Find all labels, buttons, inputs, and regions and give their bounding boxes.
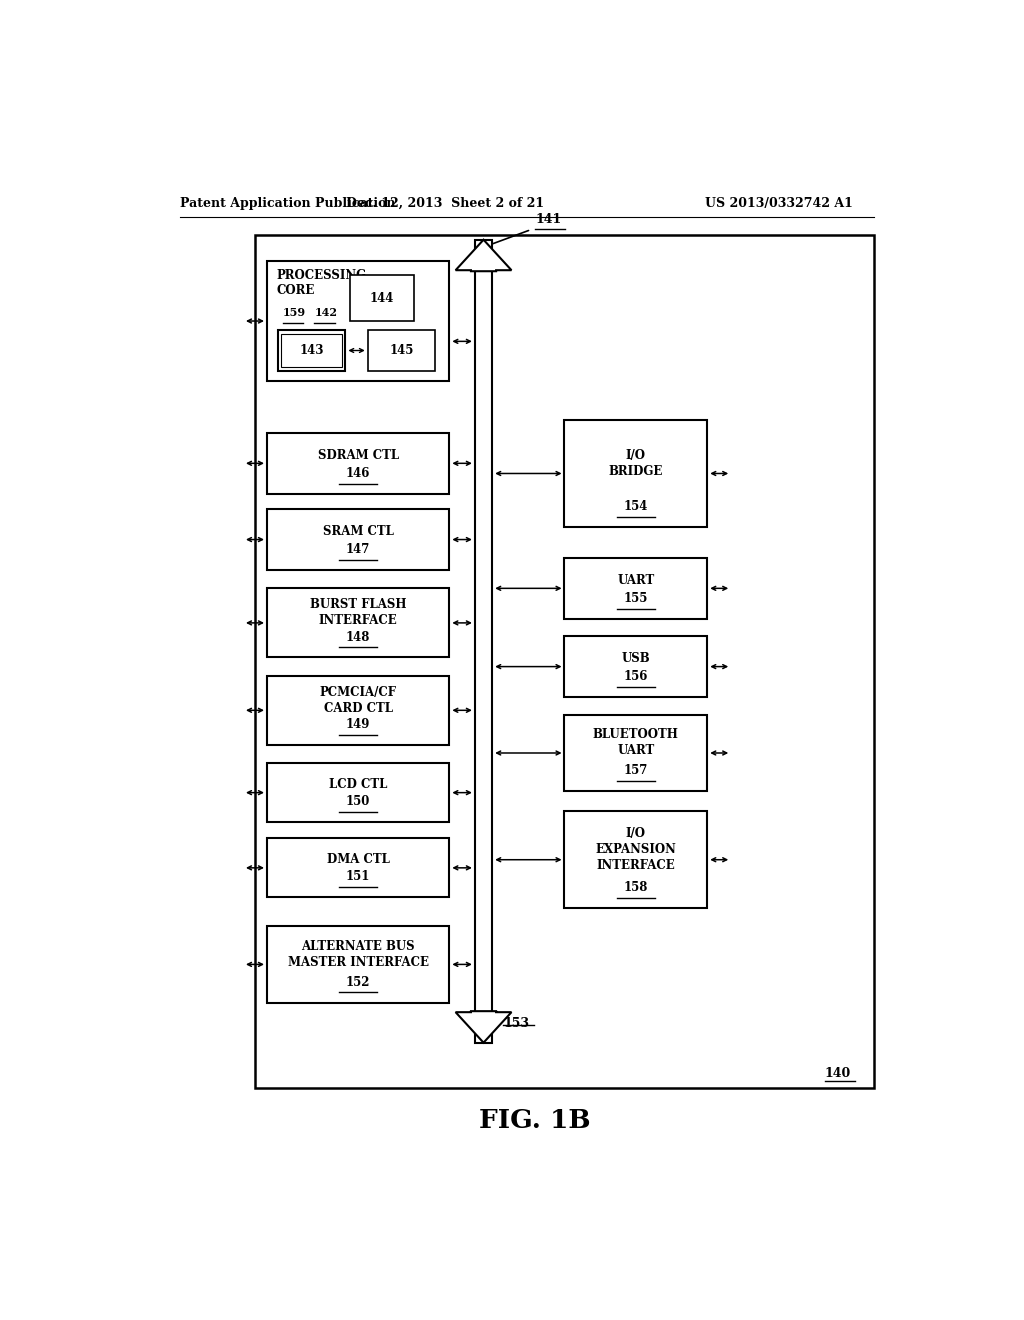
Text: 150: 150 (346, 795, 371, 808)
Text: 149: 149 (346, 718, 371, 731)
Text: PROCESSING
CORE: PROCESSING CORE (276, 269, 367, 297)
Text: 141: 141 (536, 214, 561, 227)
Bar (564, 715, 708, 791)
Text: 154: 154 (624, 500, 648, 513)
Text: SRAM CTL: SRAM CTL (323, 525, 393, 539)
Bar (267, 763, 450, 822)
Bar (278, 330, 345, 371)
Bar (475, 240, 493, 1043)
Text: 158: 158 (624, 882, 648, 894)
Text: 148: 148 (346, 631, 371, 644)
Text: 147: 147 (346, 544, 371, 556)
Text: SDRAM CTL: SDRAM CTL (317, 449, 398, 462)
Bar (267, 927, 450, 1002)
Text: 152: 152 (346, 975, 371, 989)
Polygon shape (456, 240, 511, 271)
Bar (267, 261, 450, 381)
Text: I/O
BRIDGE: I/O BRIDGE (608, 449, 664, 478)
Text: 145: 145 (389, 345, 414, 356)
Bar (267, 589, 450, 657)
Bar (267, 433, 450, 494)
Text: DMA CTL: DMA CTL (327, 853, 389, 866)
Bar (368, 330, 435, 371)
Text: I/O
EXPANSION
INTERFACE: I/O EXPANSION INTERFACE (596, 828, 676, 873)
Text: ALTERNATE BUS
MASTER INTERFACE: ALTERNATE BUS MASTER INTERFACE (288, 940, 429, 969)
Text: 140: 140 (824, 1068, 851, 1080)
Text: 146: 146 (346, 467, 371, 480)
Bar (350, 276, 414, 321)
Bar (255, 235, 874, 1089)
Text: PCMCIA/CF
CARD CTL: PCMCIA/CF CARD CTL (319, 685, 396, 714)
Text: UART: UART (617, 574, 654, 586)
Text: BLUETOOTH
UART: BLUETOOTH UART (593, 729, 679, 758)
Polygon shape (456, 1011, 511, 1043)
Text: USB: USB (622, 652, 650, 665)
Text: BURST FLASH
INTERFACE: BURST FLASH INTERFACE (310, 598, 407, 627)
Text: 157: 157 (624, 764, 648, 777)
Text: Dec. 12, 2013  Sheet 2 of 21: Dec. 12, 2013 Sheet 2 of 21 (346, 197, 545, 210)
Bar (564, 558, 708, 619)
Text: 144: 144 (370, 292, 394, 305)
Text: 156: 156 (624, 671, 648, 684)
Text: FIG. 1B: FIG. 1B (478, 1109, 590, 1134)
Bar (282, 334, 342, 367)
Text: Patent Application Publication: Patent Application Publication (179, 197, 395, 210)
Bar (267, 676, 450, 744)
Text: 143: 143 (299, 345, 324, 356)
Bar (267, 838, 450, 898)
Text: 159: 159 (283, 308, 306, 318)
Bar (564, 812, 708, 908)
Bar (564, 636, 708, 697)
Text: 142: 142 (314, 308, 338, 318)
Text: 151: 151 (346, 870, 371, 883)
Bar (564, 420, 708, 527)
Bar (267, 510, 450, 570)
Text: 155: 155 (624, 591, 648, 605)
Text: LCD CTL: LCD CTL (329, 777, 387, 791)
Text: US 2013/0332742 A1: US 2013/0332742 A1 (705, 197, 853, 210)
Text: 153: 153 (504, 1018, 529, 1030)
